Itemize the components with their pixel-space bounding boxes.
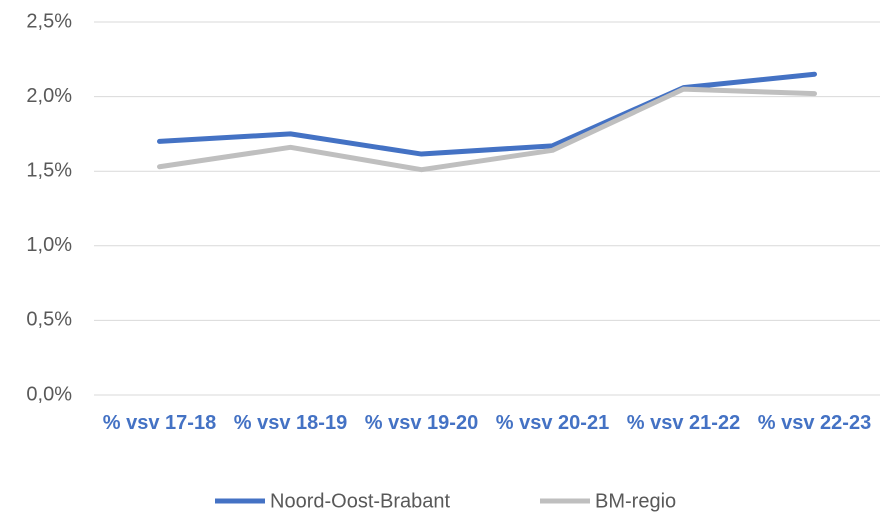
x-tick-label: % vsv 17-18 (102, 412, 217, 434)
y-tick-label: 1,0% (26, 234, 72, 256)
y-tick-label: 2,5% (26, 10, 72, 32)
x-tick-label: % vsv 20-21 (495, 412, 610, 434)
legend-label: BM-regio (595, 490, 676, 512)
x-tick-label: % vsv 22-23 (757, 412, 872, 434)
legend-label: Noord-Oost-Brabant (270, 490, 451, 512)
x-tick-label: % vsv 19-20 (364, 412, 479, 434)
series-line (157, 86, 817, 173)
y-tick-label: 0,5% (26, 309, 72, 331)
y-tick-label: 2,0% (26, 85, 72, 107)
x-tick-label: % vsv 21-22 (626, 412, 741, 434)
y-tick-label: 0,0% (26, 383, 72, 405)
series-line (157, 71, 817, 157)
y-tick-label: 1,5% (26, 159, 72, 181)
x-tick-label: % vsv 18-19 (233, 412, 348, 434)
